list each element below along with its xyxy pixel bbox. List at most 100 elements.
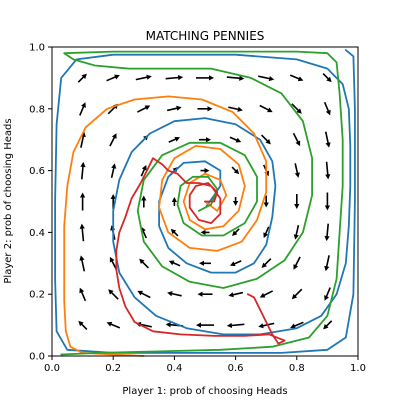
vector-arrow-shaft — [80, 164, 84, 180]
trajectory-line-4 — [115, 157, 286, 345]
vector-arrow-shaft — [258, 75, 272, 80]
vector-arrow-head — [267, 107, 273, 113]
trajectory-line-2 — [63, 95, 268, 357]
vector-arrow-head — [110, 194, 116, 199]
vector-arrow-head — [109, 256, 115, 263]
vector-arrow-head — [258, 323, 264, 329]
vector-arrow-head — [81, 73, 87, 79]
vector-arrow-head — [268, 76, 275, 82]
vector-arrow-head — [325, 142, 331, 148]
vector-arrow-head — [170, 228, 177, 235]
vector-arrow-head — [165, 322, 171, 328]
vector-arrow-head — [259, 292, 266, 298]
vector-arrow-head — [265, 138, 271, 145]
vector-arrow-head — [263, 202, 269, 208]
vector-arrow-head — [237, 106, 243, 112]
vector-arrow-head — [141, 195, 147, 201]
vector-arrow-head — [137, 290, 143, 296]
vector-arrow-head — [196, 322, 201, 328]
vector-arrow-head — [263, 232, 269, 239]
chart-title: MATCHING PENNIES — [146, 29, 265, 43]
vector-arrow-head — [176, 105, 182, 111]
vector-arrow-shaft — [226, 76, 242, 80]
x-tick-label: 0.0 — [44, 363, 60, 374]
vector-arrow-head — [295, 140, 301, 147]
vector-arrow-head — [323, 324, 329, 330]
vector-arrow-head — [141, 164, 147, 171]
vector-arrow-head — [167, 291, 173, 297]
vector-arrow-head — [228, 292, 234, 298]
y-tick-label: 1.0 — [29, 43, 45, 54]
vector-arrow-head — [297, 76, 304, 82]
vector-arrow-head — [174, 136, 181, 142]
plot-frame — [51, 46, 359, 357]
vector-arrow-head — [229, 261, 236, 267]
vector-arrow-head — [325, 109, 331, 116]
vector-arrow-head — [177, 74, 184, 81]
vector-arrow-head — [293, 264, 299, 270]
trajectories — [54, 49, 356, 357]
vector-arrow-shaft — [325, 255, 330, 269]
vector-arrow-head — [197, 291, 203, 297]
vector-field — [77, 73, 333, 330]
vector-arrow-head — [325, 174, 331, 180]
vector-arrow-head — [81, 102, 86, 108]
x-tick-label: 0.4 — [166, 363, 182, 374]
vector-arrow-head — [233, 168, 240, 175]
y-tick-label: 0.2 — [29, 290, 45, 301]
x-tick-label: 1.0 — [350, 363, 366, 374]
vector-arrow-head — [114, 74, 120, 80]
vector-arrow-head — [199, 260, 204, 266]
vector-arrow-head — [293, 234, 299, 240]
x-tick-label: 0.2 — [105, 363, 121, 374]
vector-arrow-head — [106, 321, 113, 327]
vector-arrow-head — [233, 201, 239, 206]
vector-arrow-head — [324, 295, 329, 301]
vector-arrow-shaft — [229, 323, 245, 327]
y-tick-label: 0.4 — [29, 228, 45, 239]
vector-arrow-head — [204, 168, 210, 174]
vector-arrow-shaft — [81, 226, 85, 242]
vector-arrow-head — [239, 75, 245, 81]
vector-arrow-head — [144, 105, 151, 111]
x-tick-label: 0.6 — [228, 363, 244, 374]
vector-arrow-head — [111, 163, 117, 169]
vector-arrow-head — [294, 204, 300, 209]
y-tick-label: 0.0 — [29, 352, 45, 363]
vector-arrow-head — [324, 235, 330, 242]
vector-arrow-head — [206, 137, 211, 143]
vector-arrow-shaft — [165, 76, 181, 80]
vector-arrow-head — [296, 108, 302, 114]
vector-arrow-head — [168, 260, 175, 266]
y-axis-label: Player 2: prob of choosing Heads — [3, 118, 14, 283]
x-axis-label: Player 1: prob of choosing Heads — [122, 386, 287, 397]
vector-arrow-head — [235, 137, 242, 143]
vector-arrow-head — [171, 197, 177, 202]
vector-arrow-head — [209, 75, 214, 81]
vector-arrow-shaft — [324, 131, 330, 145]
vector-arrow-head — [261, 262, 267, 268]
vector-arrow-shaft — [80, 134, 85, 148]
vector-arrow-head — [146, 74, 152, 80]
vector-arrow-head — [80, 161, 86, 168]
vector-arrow-head — [291, 293, 298, 300]
vector-arrow-shaft — [325, 161, 329, 177]
vector-arrow-head — [326, 76, 332, 83]
vector-arrow-head — [290, 323, 296, 329]
vector-arrow-head — [324, 265, 330, 272]
vector-arrow-head — [232, 230, 238, 236]
vector-arrow-shaft — [326, 223, 330, 239]
trajectory-line-1 — [54, 49, 356, 354]
y-axis: 0.0 0.2 0.4 0.6 0.8 1.0 — [29, 43, 52, 363]
vector-arrow-head — [79, 223, 85, 229]
vector-arrow-head — [78, 320, 84, 327]
vector-arrow-head — [108, 289, 114, 295]
y-tick-label: 0.8 — [29, 104, 45, 115]
vector-arrow-head — [200, 229, 206, 235]
vector-arrow-head — [80, 192, 86, 198]
trajectory-line-3 — [60, 50, 344, 356]
vector-arrow-head — [79, 287, 85, 294]
x-axis: 0.0 0.2 0.4 0.6 0.8 1.0 — [44, 356, 366, 374]
vector-arrow-shaft — [80, 258, 86, 272]
